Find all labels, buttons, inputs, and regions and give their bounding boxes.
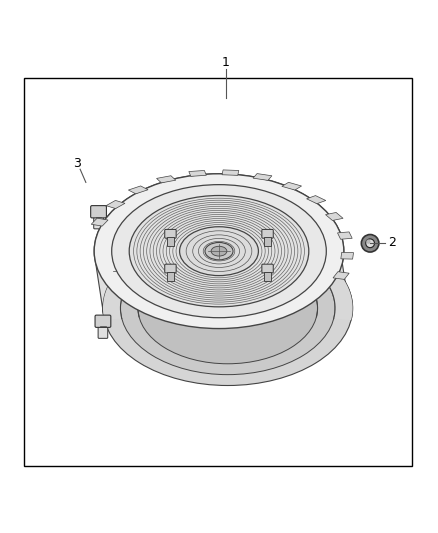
Ellipse shape bbox=[129, 196, 309, 307]
Bar bbox=[24, 78, 412, 466]
Polygon shape bbox=[128, 186, 148, 194]
Polygon shape bbox=[103, 231, 353, 320]
FancyBboxPatch shape bbox=[108, 260, 124, 273]
FancyBboxPatch shape bbox=[94, 216, 103, 229]
FancyBboxPatch shape bbox=[165, 264, 176, 273]
Ellipse shape bbox=[138, 253, 318, 364]
FancyBboxPatch shape bbox=[98, 325, 108, 338]
Ellipse shape bbox=[94, 174, 344, 328]
FancyBboxPatch shape bbox=[262, 264, 273, 273]
Text: 3: 3 bbox=[73, 157, 81, 170]
Polygon shape bbox=[253, 174, 272, 180]
FancyBboxPatch shape bbox=[165, 229, 176, 238]
Ellipse shape bbox=[120, 241, 335, 375]
FancyBboxPatch shape bbox=[262, 229, 273, 238]
Polygon shape bbox=[91, 218, 108, 226]
Polygon shape bbox=[338, 232, 352, 239]
Polygon shape bbox=[222, 170, 239, 175]
Polygon shape bbox=[325, 213, 343, 221]
Circle shape bbox=[367, 240, 370, 243]
FancyBboxPatch shape bbox=[111, 270, 121, 284]
Polygon shape bbox=[341, 252, 353, 259]
Bar bbox=[167, 237, 173, 246]
Polygon shape bbox=[333, 272, 349, 279]
Bar bbox=[265, 272, 271, 281]
Polygon shape bbox=[94, 174, 353, 320]
Polygon shape bbox=[282, 182, 301, 190]
Text: 1: 1 bbox=[222, 56, 230, 69]
Bar bbox=[265, 237, 271, 246]
Polygon shape bbox=[106, 200, 125, 208]
Ellipse shape bbox=[103, 231, 353, 385]
FancyBboxPatch shape bbox=[91, 206, 106, 218]
Circle shape bbox=[361, 235, 379, 252]
Bar bbox=[167, 272, 173, 281]
Polygon shape bbox=[156, 176, 176, 183]
Polygon shape bbox=[307, 196, 326, 204]
Ellipse shape bbox=[180, 227, 258, 276]
FancyBboxPatch shape bbox=[95, 315, 111, 327]
Ellipse shape bbox=[205, 243, 233, 260]
Ellipse shape bbox=[112, 184, 326, 318]
Text: 2: 2 bbox=[388, 236, 396, 249]
Polygon shape bbox=[189, 171, 206, 176]
Ellipse shape bbox=[211, 246, 227, 256]
Circle shape bbox=[366, 239, 374, 248]
